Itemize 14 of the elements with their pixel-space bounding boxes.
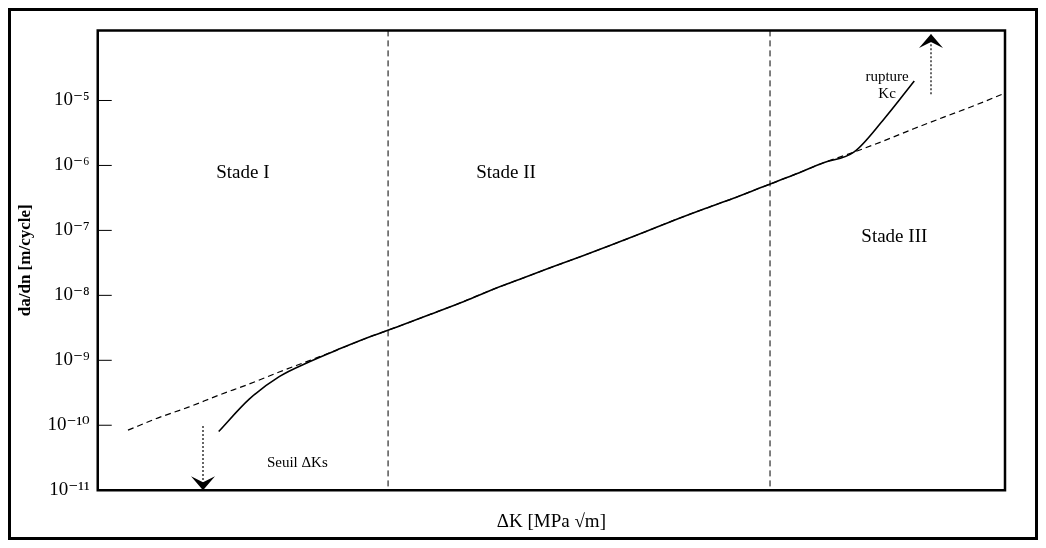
y-tick-label: 10⁻⁷ xyxy=(54,218,90,240)
y-tick-label: 10⁻⁸ xyxy=(54,283,90,305)
annotation: Stade I xyxy=(216,160,270,182)
annotation: Seuil ΔKs xyxy=(266,453,328,470)
y-tick-label: 10⁻⁹ xyxy=(54,348,91,370)
annotation: Stade II xyxy=(476,160,536,182)
y-tick-label: 10⁻⁵ xyxy=(54,88,90,110)
y-tick-label: 10⁻⁶ xyxy=(54,153,90,175)
x-axis-title: ΔK [MPa √m] xyxy=(496,509,606,531)
annotation: rupture Kc xyxy=(865,68,910,102)
y-tick-label: 10⁻¹¹ xyxy=(49,478,91,500)
y-tick-label: 10⁻¹⁰ xyxy=(47,413,91,435)
annotation: Stade III xyxy=(861,225,928,247)
y-axis-title: da/dn [m/cycle] xyxy=(14,204,34,317)
